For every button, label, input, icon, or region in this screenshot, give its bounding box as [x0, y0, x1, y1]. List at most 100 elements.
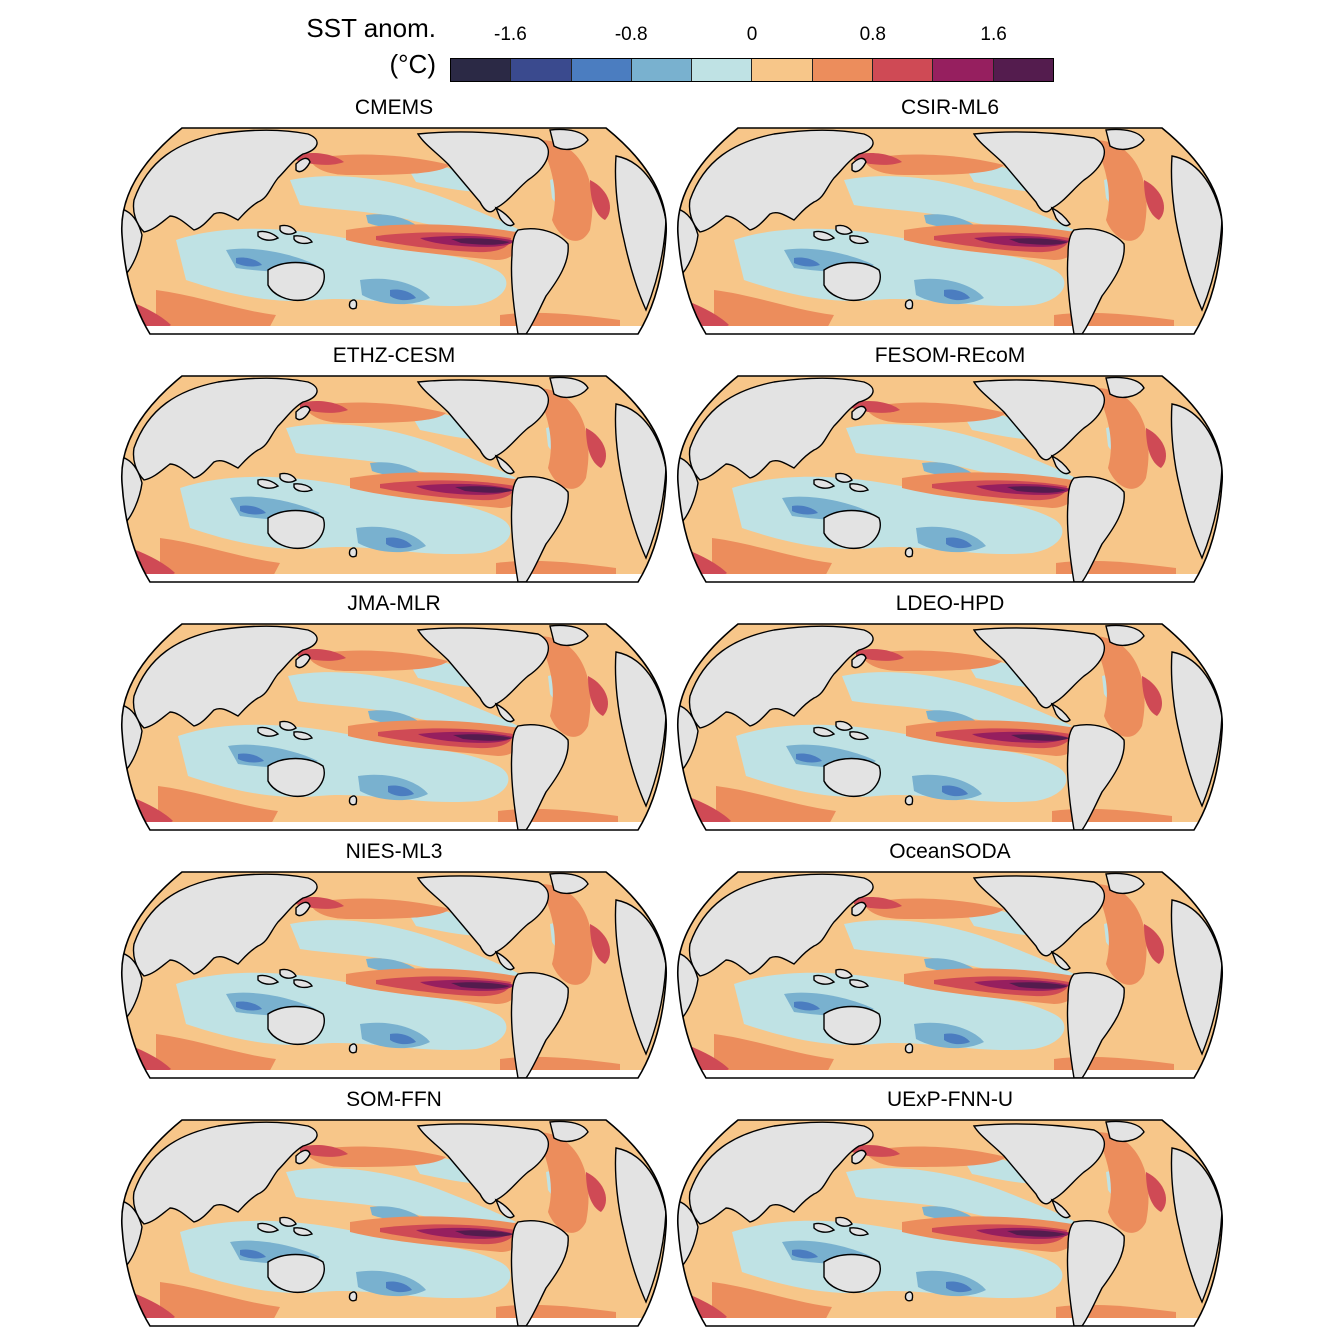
anomaly-region [536, 388, 589, 489]
land-mass [1105, 376, 1145, 399]
colorbar-swatch [812, 59, 874, 81]
anomaly-region [158, 786, 278, 830]
land-mass [132, 377, 318, 481]
land-mass [295, 653, 311, 669]
land-mass [279, 720, 297, 731]
land-mass [849, 731, 869, 741]
land-mass [416, 131, 549, 213]
land-mass [494, 702, 515, 723]
land-mass [835, 968, 853, 979]
antarctic-mask [677, 1318, 1223, 1326]
colorbar-title-line1: SST anom. [306, 13, 436, 43]
anomaly-region [180, 1220, 511, 1299]
antarctic-mask [677, 326, 1223, 334]
anomaly-region [732, 1220, 1063, 1299]
land-mass [549, 376, 589, 399]
sst-anomaly-map [121, 127, 667, 335]
anomaly-region [540, 884, 593, 985]
anomaly-region [1144, 924, 1164, 964]
land-mass [293, 483, 313, 493]
land-mass [1105, 128, 1145, 151]
map-border [677, 127, 1223, 335]
land-mass [614, 403, 667, 560]
anomaly-region [160, 538, 280, 582]
anomaly-region [842, 672, 1072, 730]
colorbar-ticks: -1.6 -0.8 0 0.8 1.6 [450, 24, 1054, 52]
anomaly-region [590, 180, 610, 220]
land-mass [849, 1227, 869, 1237]
antarctic-mask [677, 1070, 1223, 1078]
anomaly-region [712, 538, 832, 582]
land-mass [416, 875, 549, 957]
colorbar-title-line2: (°C) [389, 49, 437, 79]
land-mass [494, 454, 515, 475]
land-mass [614, 155, 667, 312]
sst-anomaly-map [677, 1119, 1223, 1327]
land-mass [510, 1220, 569, 1326]
anomaly-region [240, 505, 266, 515]
land-mass [348, 795, 358, 806]
land-mass [823, 757, 881, 798]
anomaly-region [1094, 884, 1147, 985]
map-panel-cmems: CMEMS [118, 96, 670, 346]
land-mass [510, 476, 569, 582]
colorbar-tick-label: 0 [746, 24, 758, 45]
colorbar-swatch [993, 59, 1053, 81]
anomaly-region [240, 1249, 266, 1259]
colorbar-swatch [873, 59, 934, 81]
land-mass [549, 872, 589, 895]
colorbar-swatch [451, 59, 512, 81]
land-mass [279, 224, 297, 235]
land-mass [688, 377, 874, 481]
land-mass [849, 483, 869, 493]
land-mass [494, 1198, 515, 1219]
anomaly-region [732, 476, 1063, 555]
land-mass [1050, 454, 1071, 475]
anomaly-region [176, 972, 507, 1051]
land-mass [688, 873, 874, 977]
anomaly-region [451, 982, 510, 989]
anomaly-region [180, 476, 511, 555]
map-panel-nies-ml3: NIES-ML3 [118, 840, 670, 1090]
anomaly-region [156, 290, 276, 334]
map-border [677, 1119, 1223, 1327]
land-mass [904, 1291, 914, 1302]
anomaly-region [736, 724, 1067, 803]
panel-title: CMEMS [354, 96, 434, 119]
land-mass [416, 1123, 549, 1205]
land-mass [279, 1216, 297, 1227]
anomaly-region [714, 290, 834, 334]
anomaly-region [1009, 982, 1068, 989]
anomaly-region [370, 1206, 420, 1220]
anomaly-region [455, 486, 514, 493]
anomaly-region [712, 1282, 832, 1326]
land-mass [614, 899, 667, 1056]
anomaly-region [386, 537, 412, 549]
anomaly-region [540, 140, 593, 241]
land-mass [1105, 1120, 1145, 1143]
land-mass [416, 627, 549, 709]
colorbar-swatch [631, 59, 693, 81]
anomaly-region [538, 636, 591, 737]
map-panel-oceansoda: OceanSODA [674, 840, 1226, 1090]
anomaly-region [924, 214, 974, 228]
sst-anomaly-map [677, 871, 1223, 1079]
land-mass [1050, 1198, 1071, 1219]
land-mass [267, 509, 325, 550]
land-mass [972, 627, 1105, 709]
anomaly-region [734, 228, 1065, 307]
anomaly-region [846, 424, 1076, 482]
anomaly-region [946, 1281, 972, 1293]
land-mass [823, 261, 881, 302]
antarctic-mask [121, 1070, 667, 1078]
anomaly-region [290, 176, 520, 234]
land-mass [510, 228, 569, 334]
land-mass [416, 379, 549, 461]
anomaly-region [236, 1001, 262, 1011]
land-mass [295, 405, 311, 421]
anomaly-region [1142, 676, 1162, 716]
land-mass [293, 235, 313, 245]
land-mass [849, 235, 869, 245]
anomaly-region [1146, 428, 1166, 468]
land-mass [348, 547, 358, 558]
